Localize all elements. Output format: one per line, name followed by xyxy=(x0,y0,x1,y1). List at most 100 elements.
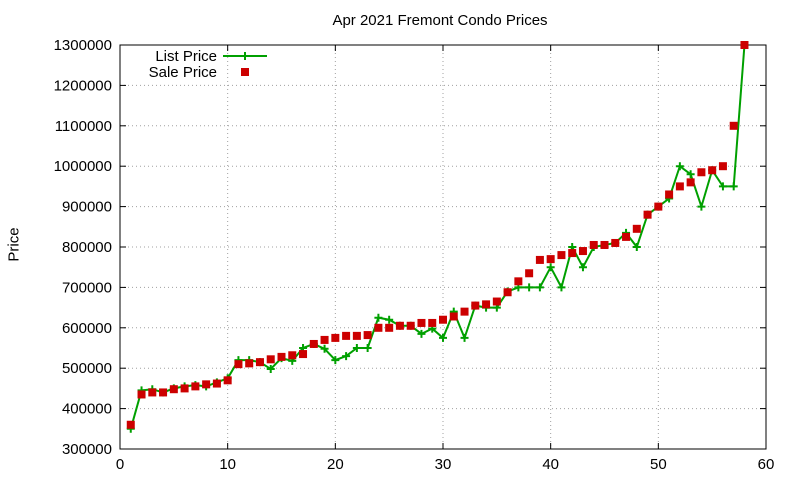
y-tick-label: 300000 xyxy=(62,441,112,458)
sale-price-point xyxy=(654,202,663,211)
sale-price-point xyxy=(611,238,620,247)
sale-price-point xyxy=(600,240,609,249)
plot-border xyxy=(119,44,767,450)
list-price-point xyxy=(385,315,394,324)
grid-lines xyxy=(120,45,766,449)
sale-price-point xyxy=(406,321,415,330)
sale-price-point xyxy=(202,380,211,389)
list-price-point xyxy=(352,344,361,352)
sale-price-point xyxy=(363,331,372,340)
sale-price-point xyxy=(309,339,318,348)
list-price-point xyxy=(675,162,684,171)
sale-price-point xyxy=(535,255,544,264)
sale-price-point xyxy=(148,388,157,397)
sale-price-point xyxy=(439,315,447,324)
sale-price-point xyxy=(277,352,286,361)
sale-price-point xyxy=(352,331,361,340)
sale-price-point xyxy=(514,277,523,286)
sale-price-point xyxy=(578,247,587,256)
plot-area xyxy=(126,41,749,433)
sale-price-point xyxy=(718,162,727,171)
sale-price-point xyxy=(632,224,641,233)
chart-title: Apr 2021 Fremont Condo Prices xyxy=(332,12,548,29)
sale-price-point xyxy=(299,350,308,359)
sale-price-point xyxy=(169,385,178,394)
sale-price-point xyxy=(159,388,168,397)
sale-price-point xyxy=(288,351,297,360)
sale-price-point xyxy=(708,166,717,175)
x-tick-label: 60 xyxy=(758,456,775,473)
axes: 0 10 20 30 40 50 60 300000 400000 500000 600000 700… xyxy=(54,37,775,473)
legend-marker-sale-price xyxy=(241,68,249,76)
list-price-point xyxy=(557,283,566,292)
sale-price-point xyxy=(729,121,738,130)
x-tick-label: 0 xyxy=(116,456,124,473)
sale-price-point xyxy=(137,390,146,399)
sale-price-point xyxy=(234,360,243,369)
sale-price-point xyxy=(492,297,501,306)
sale-price-point xyxy=(385,323,394,332)
sale-price-point xyxy=(589,240,598,249)
sale-price-point xyxy=(525,269,534,278)
sale-price-point xyxy=(697,168,706,177)
y-tick-label: 1300000 xyxy=(54,37,112,54)
sale-price-point xyxy=(557,251,566,260)
list-price-point xyxy=(697,202,706,211)
list-price-point xyxy=(460,333,469,342)
sale-price-point xyxy=(449,312,458,321)
list-price-point xyxy=(363,344,372,352)
list-price-point xyxy=(546,263,555,272)
x-tick-label: 30 xyxy=(435,456,452,473)
x-tick-label: 40 xyxy=(542,456,559,473)
sale-price-point xyxy=(665,190,674,199)
list-price-point xyxy=(320,344,329,353)
list-price-point xyxy=(578,263,587,272)
sale-price-point xyxy=(223,376,232,385)
sale-price-point xyxy=(374,323,383,332)
legend-label-sale-price: Sale Price xyxy=(149,64,217,81)
legend-marker-list-price xyxy=(241,52,249,60)
sale-price-point xyxy=(320,335,329,344)
list-price-point xyxy=(632,243,641,251)
sale-price-point xyxy=(417,318,426,327)
y-tick-label: 500000 xyxy=(62,360,112,377)
y-tick-label: 900000 xyxy=(62,199,112,216)
sale-price-point xyxy=(331,333,340,342)
y-tick-label: 1000000 xyxy=(54,158,112,175)
sale-price-point xyxy=(428,318,437,327)
y-tick-label: 800000 xyxy=(62,239,112,256)
y-axis-label: Price xyxy=(5,227,23,262)
y-tick-label: 1100000 xyxy=(55,118,112,135)
sale-price-point xyxy=(503,288,512,297)
sale-price-point xyxy=(482,300,491,309)
sale-price-point xyxy=(266,355,275,364)
sale-price-point xyxy=(191,382,200,391)
sale-price-point xyxy=(740,41,749,49)
y-tick-label: 700000 xyxy=(62,279,112,296)
sale-price-point xyxy=(686,178,695,187)
list-price-point xyxy=(331,356,340,365)
legend-label-list-price: List Price xyxy=(155,48,217,65)
sale-price-point xyxy=(546,255,555,264)
list-price-point xyxy=(342,352,351,361)
sale-price-point xyxy=(180,384,189,393)
y-tick-label: 600000 xyxy=(62,320,112,337)
sale-price-point xyxy=(245,359,254,368)
sale-price-point xyxy=(342,331,351,340)
list-price-line xyxy=(129,44,746,430)
sale-price-point xyxy=(643,210,652,219)
sale-price-point xyxy=(255,358,264,367)
sale-price-point xyxy=(675,182,684,191)
y-tick-label: 1200000 xyxy=(54,77,112,94)
x-tick-label: 20 xyxy=(327,456,344,473)
sale-price-point xyxy=(460,307,469,316)
list-price-point xyxy=(686,170,695,179)
sale-price-point xyxy=(126,420,135,429)
list-price-point xyxy=(718,182,727,191)
list-price-point xyxy=(266,365,275,374)
list-price-point xyxy=(439,333,447,342)
sale-price-point xyxy=(212,379,221,388)
x-tick-label: 50 xyxy=(650,456,667,473)
